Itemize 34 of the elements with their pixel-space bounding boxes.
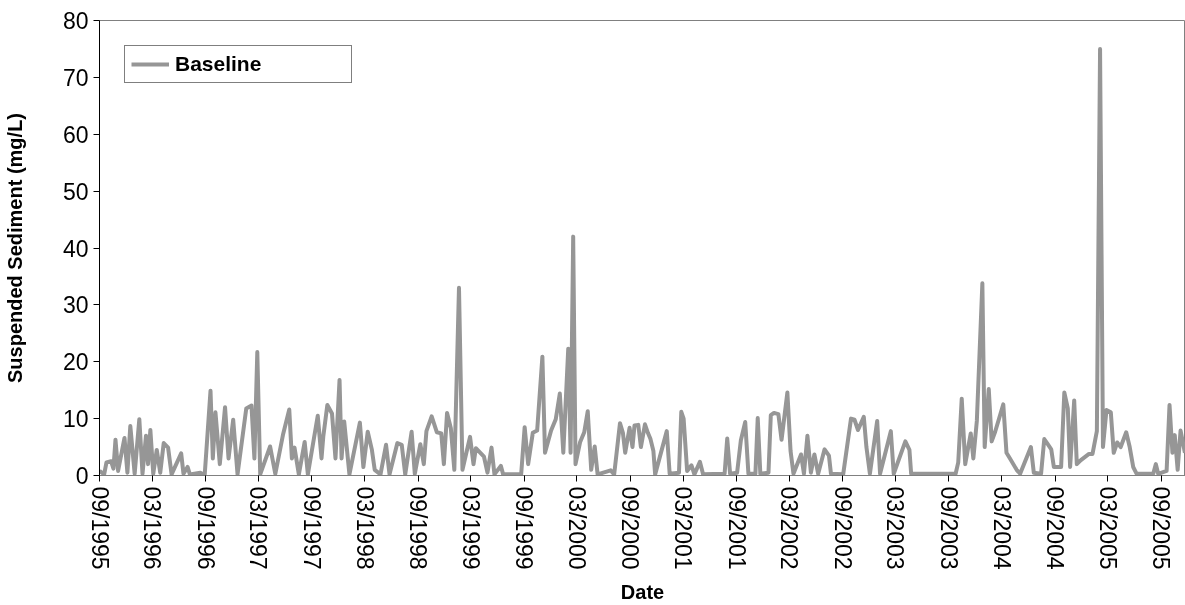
x-tick-label: 03/2005 [1094, 486, 1121, 570]
y-tick-label: 0 [75, 463, 89, 489]
x-axis-title: Date [620, 580, 665, 603]
line-series [99, 46, 1185, 476]
x-tick-label: 09/1995 [86, 486, 113, 570]
x-tick-label: 03/2003 [882, 486, 909, 570]
x-tick-label: 09/2000 [617, 486, 644, 570]
x-tick-label: 03/2001 [670, 486, 697, 570]
x-tick-label: 03/1997 [245, 486, 272, 570]
x-tick-label: 03/1998 [351, 486, 378, 570]
y-tick-label: 50 [62, 178, 89, 205]
x-tick-label: 09/2005 [1148, 486, 1175, 570]
y-tick-label: 10 [62, 406, 89, 433]
x-tick-label: 09/1997 [298, 486, 325, 570]
x-tick-label: 09/2002 [829, 486, 856, 570]
legend-label: Baseline [175, 52, 263, 76]
x-tick-label: 03/2000 [563, 486, 590, 570]
x-tick-label: 09/1996 [192, 486, 219, 570]
y-tick-label: 20 [62, 349, 89, 376]
y-tick-label: 40 [62, 235, 89, 262]
y-axis-title: Suspended Sediment (mg/L) [3, 112, 26, 384]
x-tick-label: 09/2001 [723, 486, 750, 570]
y-tick-label: 80 [62, 8, 89, 34]
x-tick-label: 03/1999 [457, 486, 484, 570]
x-tick-label: 09/2003 [935, 486, 962, 570]
x-tick-label: 09/1999 [511, 486, 538, 570]
y-tick-label: 30 [62, 292, 89, 319]
x-tick-label: 03/2004 [988, 486, 1015, 570]
x-tick-label: 03/2002 [776, 486, 803, 570]
x-tick-label: 03/1996 [139, 486, 166, 570]
x-tick-label: 09/1998 [405, 486, 432, 570]
y-tick-label: 70 [62, 64, 89, 91]
x-tick-label: 09/2004 [1042, 486, 1069, 570]
y-tick-label: 60 [62, 121, 89, 148]
